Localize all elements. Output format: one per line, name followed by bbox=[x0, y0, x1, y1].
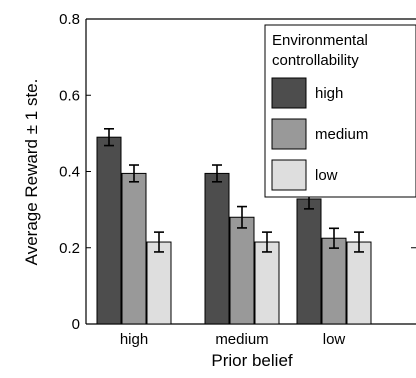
y-tick-label: 0.6 bbox=[59, 87, 80, 104]
y-tick-label: 0.8 bbox=[59, 11, 80, 28]
legend-swatch-low bbox=[271, 159, 307, 191]
x-tick-label: medium bbox=[215, 331, 268, 348]
bar-high-low bbox=[296, 198, 322, 325]
legend-swatch-medium bbox=[271, 118, 307, 150]
legend-label-medium: medium bbox=[315, 126, 368, 143]
bar-high-medium bbox=[204, 172, 230, 325]
legend-swatch-high bbox=[271, 77, 307, 109]
bars bbox=[96, 136, 372, 325]
error-bars bbox=[104, 128, 364, 253]
legend-label-high: high bbox=[315, 85, 343, 102]
legend-title-line-2: controllability bbox=[272, 52, 359, 69]
bar-low-medium bbox=[254, 241, 280, 325]
bar-low-high bbox=[146, 241, 172, 325]
bar-medium-low bbox=[321, 237, 347, 325]
y-tick-label: 0.2 bbox=[59, 240, 80, 257]
bar-low-low bbox=[346, 241, 372, 325]
x-axis-title: Prior belief bbox=[211, 351, 293, 370]
bar-medium-medium bbox=[229, 216, 255, 325]
y-axis-ticks: 0 0.2 0.4 0.6 0.8 bbox=[59, 11, 416, 333]
legend: Environmental controllability high medium… bbox=[264, 24, 416, 198]
bar-medium-high bbox=[121, 172, 147, 325]
y-axis-title: Average Reward ± 1 ste. bbox=[22, 79, 41, 266]
y-tick-label: 0 bbox=[72, 316, 80, 333]
legend-title-line-1: Environmental bbox=[272, 32, 368, 49]
x-tick-label: high bbox=[120, 331, 148, 348]
x-tick-label: low bbox=[323, 331, 346, 348]
legend-items: high medium low bbox=[271, 77, 368, 191]
y-tick-label: 0.4 bbox=[59, 164, 80, 181]
legend-label-low: low bbox=[315, 167, 338, 184]
bar-high-high bbox=[96, 136, 122, 325]
